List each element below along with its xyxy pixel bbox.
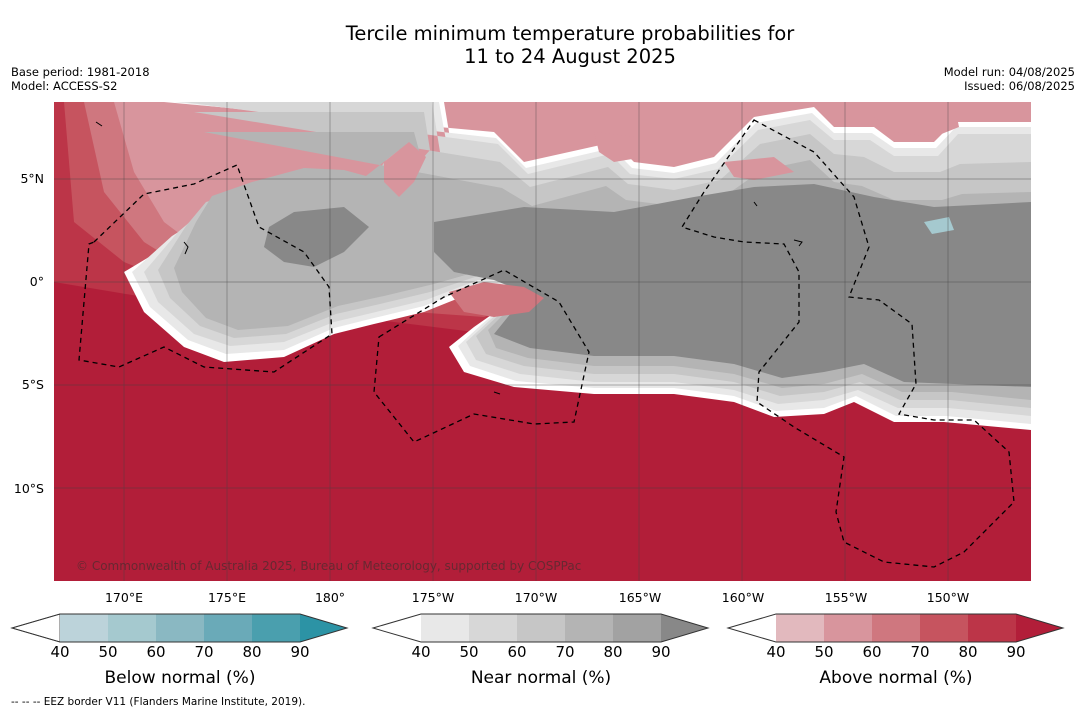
lon-label-165w: 165°W (618, 590, 662, 605)
colorbar-below-seg-2 (108, 614, 156, 642)
above-tick-90: 90 (1006, 643, 1026, 661)
below-tick-90: 90 (290, 643, 310, 661)
colorbar-above-seg-3 (872, 614, 920, 642)
model-run: Model run: 04/08/2025 (943, 65, 1075, 79)
graticule (54, 102, 1031, 581)
below-tick-70: 70 (194, 643, 214, 661)
colorbar-below-label: Below normal (%) (104, 668, 256, 688)
colorbar-near-seg-5 (613, 614, 661, 642)
colorbar-below-seg-4 (204, 614, 252, 642)
colorbar-above-seg-0 (728, 614, 776, 642)
lon-label-150w: 150°W (926, 590, 970, 605)
lon-label-175w: 175°W (411, 590, 455, 605)
colorbar-above-seg-6 (1016, 614, 1063, 642)
lon-label-170w: 170°W (514, 590, 558, 605)
island-5 (753, 201, 758, 207)
lat-label-5n: 5°N (20, 171, 44, 186)
below-normal-patch (924, 217, 954, 234)
meta-right: Model run: 04/08/2025 Issued: 06/08/2025 (944, 65, 1075, 93)
colorbar-near-seg-3 (517, 614, 565, 642)
colorbar-above-seg-2 (824, 614, 872, 642)
lon-label-175e: 175°E (207, 590, 246, 605)
colorbar-above-normal (726, 613, 1065, 643)
below-tick-50: 50 (98, 643, 118, 661)
near-tick-70: 70 (555, 643, 575, 661)
lat-label-5s: 5°S (21, 377, 44, 392)
islands (95, 121, 803, 395)
colorbar-above-outline (726, 613, 1065, 643)
near-tick-80: 80 (603, 643, 623, 661)
colorbar-above-seg-5 (968, 614, 1016, 642)
above-tick-70: 70 (910, 643, 930, 661)
eez-legend-note: -- -- -- EEZ border V11 (Flanders Marine… (11, 696, 306, 708)
eez-border-central (373, 269, 590, 443)
meta-left: Base period: 1981-2018 Model: ACCESS-S2 (11, 65, 150, 93)
model-name: Model: ACCESS-S2 (11, 79, 118, 93)
above-normal-patch-north (594, 132, 644, 162)
below-tick-60: 60 (146, 643, 166, 661)
island-2 (793, 239, 803, 247)
colorbar-above-seg-4 (920, 614, 968, 642)
colorbar-near-seg-0 (373, 614, 421, 642)
colorbar-below-seg-6 (300, 614, 347, 642)
lon-label-180: 180° (314, 590, 346, 605)
lat-label-0: 0° (29, 274, 44, 289)
island-4 (493, 391, 501, 395)
colorbar-below-seg-1 (60, 614, 108, 642)
island-1 (183, 241, 189, 255)
above-normal-patch-northeast (724, 157, 794, 180)
colorbar-near-label: Near normal (%) (470, 668, 612, 688)
colorbar-below-normal (10, 613, 349, 643)
map-title: Tercile minimum temperature probabilitie… (0, 22, 1085, 68)
above-normal-tongue-north (384, 142, 426, 197)
near-tick-50: 50 (459, 643, 479, 661)
eez-border-west (78, 164, 333, 373)
near-tick-60: 60 (507, 643, 527, 661)
colorbar-below-seg-5 (252, 614, 300, 642)
colorbar-near-seg-1 (421, 614, 469, 642)
colorbar-below-outline (10, 613, 349, 643)
lon-label-155w: 155°W (824, 590, 868, 605)
eez-borders (78, 119, 1015, 568)
map-copyright: © Commonwealth of Australia 2025, Bureau… (76, 559, 582, 573)
below-tick-40: 40 (50, 643, 70, 661)
colorbar-near-normal (371, 613, 710, 643)
near-normal-90-region-central (434, 184, 1031, 387)
island-3 (95, 121, 103, 127)
colorbar-near-outline (371, 613, 710, 643)
near-tick-90: 90 (651, 643, 671, 661)
lat-label-10s: 10°S (13, 481, 44, 496)
lon-label-160w: 160°W (721, 590, 765, 605)
near-normal-90-region-west (264, 207, 369, 267)
above-tick-50: 50 (814, 643, 834, 661)
colorbar-near-seg-2 (469, 614, 517, 642)
above-normal-tongue-equator (449, 282, 544, 317)
above-tick-40: 40 (766, 643, 786, 661)
probability-map (54, 102, 1031, 581)
above-tick-60: 60 (862, 643, 882, 661)
map-panel: © Commonwealth of Australia 2025, Bureau… (54, 102, 1031, 581)
below-tick-80: 80 (242, 643, 262, 661)
issued-date: Issued: 06/08/2025 (964, 79, 1075, 93)
above-normal-patch-far-northeast (874, 102, 959, 137)
colorbar-above-label: Above normal (%) (819, 668, 973, 688)
title-line-1: Tercile minimum temperature probabilitie… (345, 22, 795, 45)
eez-border-east (681, 119, 1015, 568)
colorbar-below-seg-0 (10, 613, 61, 643)
colorbar-near-seg-4 (565, 614, 613, 642)
lon-label-170e: 170°E (104, 590, 143, 605)
colorbar-below-seg-3 (156, 614, 204, 642)
base-period: Base period: 1981-2018 (11, 65, 150, 79)
title-line-2: 11 to 24 August 2025 (464, 45, 676, 68)
above-tick-80: 80 (958, 643, 978, 661)
near-tick-40: 40 (411, 643, 431, 661)
colorbar-near-seg-6 (661, 614, 708, 642)
colorbar-above-seg-1 (776, 614, 824, 642)
